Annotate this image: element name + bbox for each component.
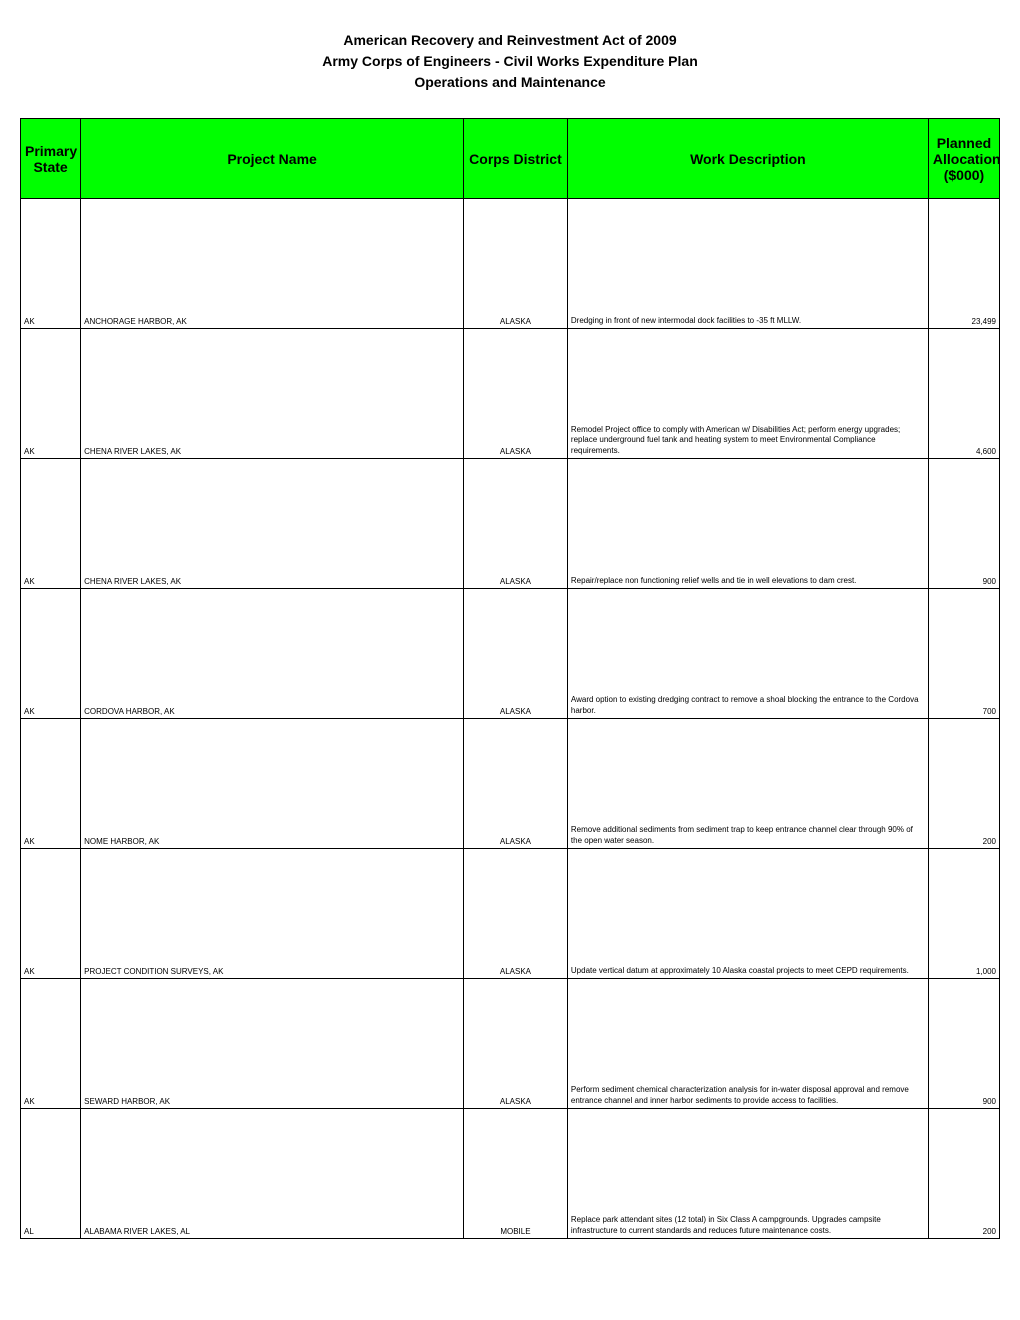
cell-description: Repair/replace non functioning relief we…: [567, 459, 928, 589]
cell-project: SEWARD HARBOR, AK: [81, 979, 464, 1109]
cell-allocation: 200: [928, 1109, 999, 1239]
cell-district: MOBILE: [464, 1109, 568, 1239]
cell-project: PROJECT CONDITION SURVEYS, AK: [81, 849, 464, 979]
cell-project: CORDOVA HARBOR, AK: [81, 589, 464, 719]
cell-description: Remove additional sediments from sedimen…: [567, 719, 928, 849]
cell-allocation: 200: [928, 719, 999, 849]
cell-district: ALASKA: [464, 979, 568, 1109]
cell-district: ALASKA: [464, 329, 568, 459]
header-title-1: American Recovery and Reinvestment Act o…: [20, 30, 1000, 51]
table-header-row: Primary State Project Name Corps Distric…: [21, 119, 1000, 199]
column-header-description: Work Description: [567, 119, 928, 199]
cell-project: CHENA RIVER LAKES, AK: [81, 459, 464, 589]
expenditure-table: Primary State Project Name Corps Distric…: [20, 118, 1000, 1239]
cell-allocation: 700: [928, 589, 999, 719]
cell-district: ALASKA: [464, 589, 568, 719]
cell-district: ALASKA: [464, 719, 568, 849]
cell-project: NOME HARBOR, AK: [81, 719, 464, 849]
cell-project: CHENA RIVER LAKES, AK: [81, 329, 464, 459]
cell-state: AK: [21, 459, 81, 589]
cell-state: AK: [21, 719, 81, 849]
cell-state: AK: [21, 849, 81, 979]
cell-allocation: 900: [928, 459, 999, 589]
header-title-3: Operations and Maintenance: [20, 72, 1000, 93]
column-header-district: Corps District: [464, 119, 568, 199]
cell-description: Remodel Project office to comply with Am…: [567, 329, 928, 459]
cell-allocation: 4,600: [928, 329, 999, 459]
cell-description: Award option to existing dredging contra…: [567, 589, 928, 719]
cell-state: AK: [21, 199, 81, 329]
table-row: AKSEWARD HARBOR, AKALASKAPerform sedimen…: [21, 979, 1000, 1109]
header-title-2: Army Corps of Engineers - Civil Works Ex…: [20, 51, 1000, 72]
cell-district: ALASKA: [464, 849, 568, 979]
table-row: AKCHENA RIVER LAKES, AKALASKARepair/repl…: [21, 459, 1000, 589]
cell-district: ALASKA: [464, 459, 568, 589]
cell-allocation: 23,499: [928, 199, 999, 329]
column-header-project: Project Name: [81, 119, 464, 199]
cell-description: Replace park attendant sites (12 total) …: [567, 1109, 928, 1239]
cell-project: ANCHORAGE HARBOR, AK: [81, 199, 464, 329]
table-row: ALALABAMA RIVER LAKES, ALMOBILEReplace p…: [21, 1109, 1000, 1239]
document-header: American Recovery and Reinvestment Act o…: [20, 30, 1000, 93]
cell-description: Dredging in front of new intermodal dock…: [567, 199, 928, 329]
table-row: AKNOME HARBOR, AKALASKARemove additional…: [21, 719, 1000, 849]
table-body: AKANCHORAGE HARBOR, AKALASKADredging in …: [21, 199, 1000, 1239]
cell-allocation: 1,000: [928, 849, 999, 979]
column-header-state: Primary State: [21, 119, 81, 199]
table-row: AKANCHORAGE HARBOR, AKALASKADredging in …: [21, 199, 1000, 329]
cell-allocation: 900: [928, 979, 999, 1109]
table-row: AKCHENA RIVER LAKES, AKALASKARemodel Pro…: [21, 329, 1000, 459]
cell-project: ALABAMA RIVER LAKES, AL: [81, 1109, 464, 1239]
cell-state: AL: [21, 1109, 81, 1239]
cell-district: ALASKA: [464, 199, 568, 329]
table-row: AKPROJECT CONDITION SURVEYS, AKALASKAUpd…: [21, 849, 1000, 979]
cell-state: AK: [21, 329, 81, 459]
cell-description: Update vertical datum at approximately 1…: [567, 849, 928, 979]
column-header-allocation: Planned Allocation ($000): [928, 119, 999, 199]
cell-description: Perform sediment chemical characterizati…: [567, 979, 928, 1109]
table-row: AKCORDOVA HARBOR, AKALASKAAward option t…: [21, 589, 1000, 719]
cell-state: AK: [21, 589, 81, 719]
data-table-container: Primary State Project Name Corps Distric…: [20, 118, 1000, 1239]
cell-state: AK: [21, 979, 81, 1109]
